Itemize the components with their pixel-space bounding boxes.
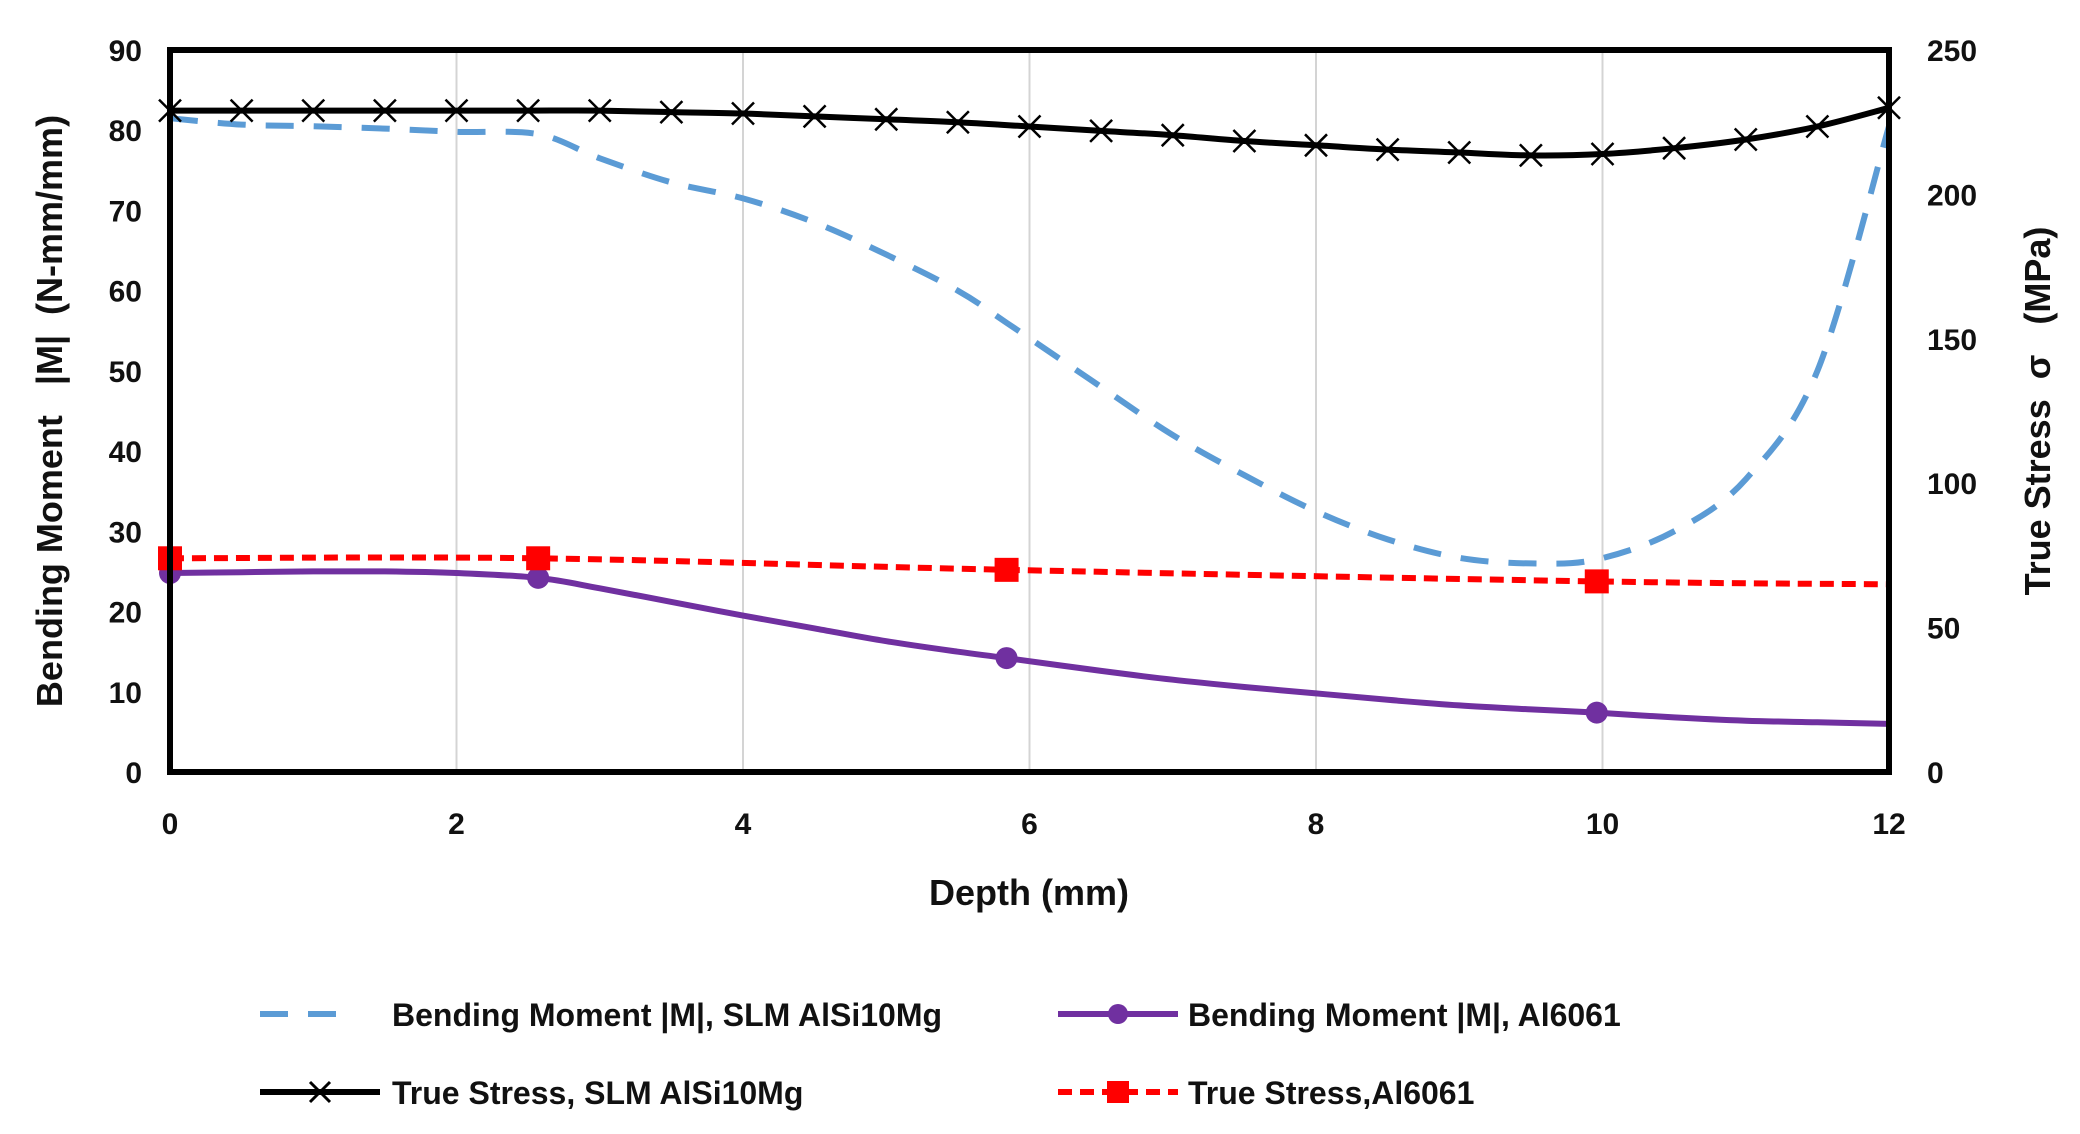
data-point-ts-slm — [1089, 118, 1114, 143]
data-point-ts-slm — [1304, 133, 1328, 158]
legend-item-ts-slm: True Stress, SLM AlSi10Mg — [260, 1075, 803, 1111]
data-point-ts-slm — [229, 98, 254, 123]
y-right-tick-label: 250 — [1927, 35, 1977, 68]
y-left-tick-label: 80 — [109, 115, 142, 148]
data-point-ts-slm — [301, 98, 326, 123]
grid — [455, 50, 1604, 772]
data-point-ts-slm — [1447, 140, 1472, 165]
series-line-bm-slm — [169, 115, 1892, 567]
x-tick-label: 10 — [1586, 808, 1619, 841]
x-tick-label: 2 — [448, 808, 465, 841]
series-layer — [158, 95, 1901, 727]
data-point-ts-slm — [1375, 137, 1400, 162]
y-axis-left-title: Bending Moment |M| (N-mm/mm) — [29, 115, 71, 707]
data-point-ts-slm — [874, 107, 899, 132]
y-left-tick-label: 20 — [109, 597, 142, 630]
legend-marker-ts-slm — [308, 1080, 332, 1104]
y-axis-right-title: True Stress σ (MPa) — [2017, 227, 2058, 596]
ticks: 0 2 4 6 8 10 12 0 10 20 30 40 50 60 70 80 90 0 50 100 150 200… — [109, 35, 1977, 841]
x-tick-label: 8 — [1308, 808, 1325, 841]
y-right-tick-label: 200 — [1927, 179, 1977, 212]
legend-label-bm-al6061: Bending Moment |M|, Al6061 — [1188, 997, 1621, 1033]
data-point-ts-slm — [1733, 127, 1758, 152]
data-point-ts-slm — [945, 110, 970, 135]
legend-label-ts-al6061: True Stress,Al6061 — [1188, 1075, 1474, 1111]
data-point-ts-slm — [444, 98, 469, 123]
legend-marker-ts-al6061 — [1107, 1081, 1129, 1103]
y-left-tick-label: 40 — [109, 436, 142, 469]
data-point-ts-slm — [1805, 114, 1830, 139]
y-left-tick-label: 50 — [109, 356, 142, 389]
data-point-ts-slm — [659, 100, 684, 124]
legend: Bending Moment |M|, SLM AlSi10Mg Bending… — [260, 997, 1621, 1111]
data-point-ts-slm — [1518, 143, 1543, 168]
data-point-ts-al6061 — [1584, 569, 1609, 594]
y-right-tick-label: 50 — [1927, 613, 1960, 646]
data-point-ts-slm — [1662, 136, 1687, 161]
legend-label-ts-slm: True Stress, SLM AlSi10Mg — [392, 1075, 803, 1111]
data-point-ts-slm — [1590, 142, 1615, 166]
data-point-ts-slm — [372, 98, 397, 123]
y-left-tick-label: 60 — [109, 276, 142, 309]
y-right-tick-label: 150 — [1927, 324, 1977, 357]
data-point-ts-slm — [1160, 123, 1185, 148]
legend-label-bm-slm: Bending Moment |M|, SLM AlSi10Mg — [392, 997, 942, 1033]
y-left-tick-label: 30 — [109, 516, 142, 549]
plot-area-frame — [167, 47, 1892, 775]
y-left-tick-label: 90 — [109, 35, 142, 68]
legend-marker-bm-al6061 — [1108, 1004, 1128, 1024]
x-tick-label: 12 — [1872, 808, 1905, 841]
y-left-tick-label: 0 — [125, 757, 142, 790]
legend-item-bm-slm: Bending Moment |M|, SLM AlSi10Mg — [260, 997, 942, 1033]
data-point-bm-al6061 — [1585, 701, 1608, 724]
x-tick-label: 6 — [1021, 808, 1038, 841]
data-point-bm-al6061 — [527, 566, 550, 589]
legend-item-bm-al6061: Bending Moment |M|, Al6061 — [1058, 997, 1621, 1033]
y-right-tick-label: 100 — [1927, 468, 1977, 501]
data-point-ts-slm — [1017, 114, 1042, 139]
x-axis-title: Depth (mm) — [929, 872, 1129, 913]
data-point-ts-al6061 — [526, 546, 551, 571]
x-tick-label: 0 — [162, 808, 179, 841]
data-point-ts-slm — [731, 101, 755, 126]
y-left-tick-label: 70 — [109, 195, 142, 228]
legend-item-ts-al6061: True Stress,Al6061 — [1058, 1075, 1474, 1111]
data-point-ts-al6061 — [994, 557, 1019, 582]
data-point-ts-slm — [1232, 129, 1257, 153]
data-point-ts-slm — [587, 98, 612, 123]
data-point-bm-al6061 — [995, 647, 1018, 670]
y-right-tick-label: 0 — [1927, 757, 1944, 790]
data-point-ts-slm — [516, 98, 541, 123]
y-left-tick-label: 10 — [109, 677, 142, 710]
data-point-ts-slm — [802, 104, 827, 129]
x-tick-label: 4 — [735, 808, 752, 841]
